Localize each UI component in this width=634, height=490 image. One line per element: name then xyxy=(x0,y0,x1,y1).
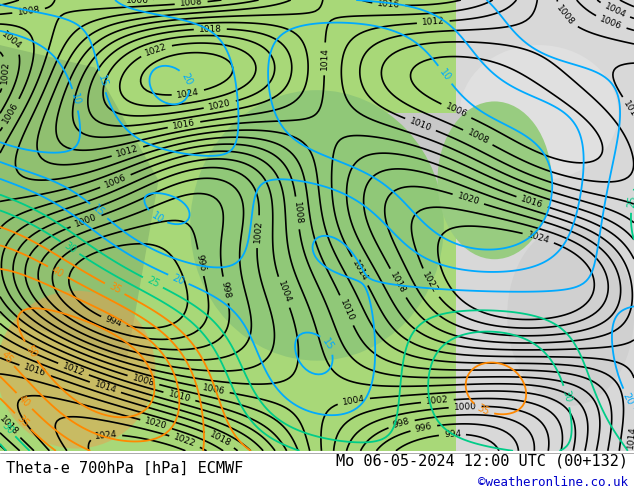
Text: 35: 35 xyxy=(107,281,122,296)
Text: 1004: 1004 xyxy=(603,1,627,20)
Text: 50: 50 xyxy=(23,343,38,359)
Text: 1018: 1018 xyxy=(0,415,20,437)
Text: 1010: 1010 xyxy=(408,116,433,133)
Text: 1004: 1004 xyxy=(0,30,23,51)
Text: 1020: 1020 xyxy=(456,192,481,207)
Polygon shape xyxy=(0,45,158,361)
Text: 1000: 1000 xyxy=(453,402,477,412)
Text: 20: 20 xyxy=(179,72,194,87)
Text: 1010: 1010 xyxy=(338,298,356,323)
Text: 35: 35 xyxy=(476,403,491,417)
Text: 40: 40 xyxy=(16,393,32,409)
Text: 25: 25 xyxy=(145,275,161,290)
Text: 1002: 1002 xyxy=(1,61,11,84)
Text: 1024: 1024 xyxy=(176,87,200,99)
Text: 30: 30 xyxy=(560,389,573,404)
Text: ©weatheronline.co.uk: ©weatheronline.co.uk xyxy=(477,476,628,489)
Text: 1006: 1006 xyxy=(103,172,128,190)
Text: 1010: 1010 xyxy=(167,389,191,404)
Text: 1016: 1016 xyxy=(172,118,196,131)
Ellipse shape xyxy=(507,225,634,406)
Text: 998: 998 xyxy=(392,417,411,430)
Text: 15: 15 xyxy=(96,74,109,89)
Bar xyxy=(456,0,634,451)
Text: 30: 30 xyxy=(0,420,15,436)
Text: 1016: 1016 xyxy=(520,194,545,210)
Text: 40: 40 xyxy=(50,265,65,279)
Text: 998: 998 xyxy=(219,281,232,299)
Text: 1016: 1016 xyxy=(23,363,48,378)
Ellipse shape xyxy=(437,101,552,259)
Text: 35: 35 xyxy=(15,414,30,429)
Text: 1004: 1004 xyxy=(276,280,292,304)
Text: 1008: 1008 xyxy=(16,5,41,17)
Text: 1006: 1006 xyxy=(1,101,21,125)
Text: 1014: 1014 xyxy=(93,379,118,395)
Text: 1006: 1006 xyxy=(126,0,148,5)
Text: 1008: 1008 xyxy=(179,0,203,8)
Text: 30: 30 xyxy=(62,240,78,255)
Text: 1016: 1016 xyxy=(377,0,401,10)
Text: 1014: 1014 xyxy=(351,259,370,283)
Text: 1022: 1022 xyxy=(172,433,197,449)
Text: 1020: 1020 xyxy=(208,98,232,112)
Text: 1006: 1006 xyxy=(444,102,469,120)
Text: 1018: 1018 xyxy=(389,271,408,295)
Text: 996: 996 xyxy=(195,253,207,272)
Text: 1014: 1014 xyxy=(626,425,634,449)
Ellipse shape xyxy=(460,45,618,180)
Text: 1010: 1010 xyxy=(621,99,634,123)
Text: 1006: 1006 xyxy=(598,14,623,31)
Text: 996: 996 xyxy=(415,422,433,434)
Text: 1002: 1002 xyxy=(253,220,263,244)
Text: 1008: 1008 xyxy=(555,4,576,27)
Text: 1012: 1012 xyxy=(61,361,86,377)
Text: 10: 10 xyxy=(150,210,165,225)
Text: 1018: 1018 xyxy=(207,430,232,449)
Text: 1022: 1022 xyxy=(144,42,169,58)
Text: 994: 994 xyxy=(444,430,461,439)
Text: 1018: 1018 xyxy=(198,24,222,34)
Text: 20: 20 xyxy=(621,391,634,407)
Text: 1022: 1022 xyxy=(421,271,440,295)
Text: 1008: 1008 xyxy=(292,201,303,225)
Text: 1008: 1008 xyxy=(131,373,156,388)
Ellipse shape xyxy=(0,291,155,448)
Text: 1020: 1020 xyxy=(144,416,169,432)
Text: 10: 10 xyxy=(69,93,82,107)
Text: 25: 25 xyxy=(626,195,634,208)
Text: 1004: 1004 xyxy=(342,394,366,407)
Text: 15: 15 xyxy=(321,337,336,352)
Text: 1024: 1024 xyxy=(94,429,118,441)
Text: 15: 15 xyxy=(91,203,107,219)
Text: 1014: 1014 xyxy=(320,48,330,71)
Text: 1024: 1024 xyxy=(526,230,550,245)
Bar xyxy=(380,113,476,203)
Text: 1012: 1012 xyxy=(115,144,139,159)
Text: 1008: 1008 xyxy=(465,128,490,147)
Ellipse shape xyxy=(190,90,444,361)
Text: 20: 20 xyxy=(171,272,186,287)
Text: Mo 06-05-2024 12:00 UTC (00+132): Mo 06-05-2024 12:00 UTC (00+132) xyxy=(335,453,628,468)
Text: 45: 45 xyxy=(0,350,15,366)
Text: 994: 994 xyxy=(104,315,123,329)
Text: 1002: 1002 xyxy=(425,395,449,406)
Text: 10: 10 xyxy=(437,67,453,83)
Text: 1006: 1006 xyxy=(202,383,226,396)
Text: 1012: 1012 xyxy=(422,17,445,27)
Text: 1000: 1000 xyxy=(74,213,98,229)
Text: Theta-e 700hPa [hPa] ECMWF: Theta-e 700hPa [hPa] ECMWF xyxy=(6,461,243,476)
